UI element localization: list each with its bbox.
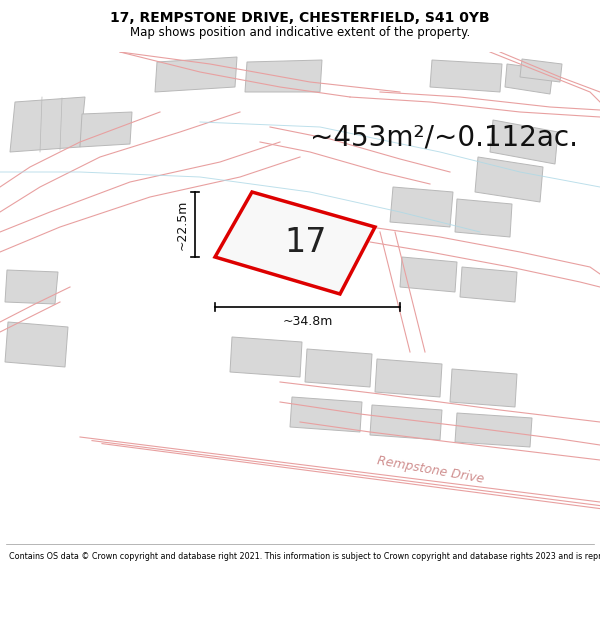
Polygon shape — [80, 112, 132, 147]
Polygon shape — [490, 120, 558, 164]
Text: Contains OS data © Crown copyright and database right 2021. This information is : Contains OS data © Crown copyright and d… — [9, 552, 600, 561]
Polygon shape — [290, 397, 362, 432]
Polygon shape — [375, 359, 442, 397]
Polygon shape — [505, 64, 553, 94]
Polygon shape — [245, 60, 322, 92]
Polygon shape — [155, 57, 237, 92]
Polygon shape — [390, 187, 453, 227]
Polygon shape — [460, 267, 517, 302]
Polygon shape — [10, 97, 85, 152]
Polygon shape — [430, 60, 502, 92]
Text: Map shows position and indicative extent of the property.: Map shows position and indicative extent… — [130, 26, 470, 39]
Text: Rempstone Drive: Rempstone Drive — [376, 454, 484, 486]
Text: ~34.8m: ~34.8m — [283, 315, 332, 328]
Polygon shape — [450, 369, 517, 407]
Polygon shape — [455, 199, 512, 237]
Polygon shape — [5, 322, 68, 367]
Polygon shape — [400, 257, 457, 292]
Polygon shape — [475, 157, 543, 202]
Polygon shape — [230, 337, 302, 377]
Polygon shape — [305, 349, 372, 387]
Polygon shape — [370, 405, 442, 440]
Text: ~22.5m: ~22.5m — [176, 199, 189, 249]
Text: 17: 17 — [284, 226, 327, 259]
Text: 17, REMPSTONE DRIVE, CHESTERFIELD, S41 0YB: 17, REMPSTONE DRIVE, CHESTERFIELD, S41 0… — [110, 11, 490, 26]
Text: ~453m²/~0.112ac.: ~453m²/~0.112ac. — [310, 123, 578, 151]
Polygon shape — [455, 413, 532, 447]
Polygon shape — [520, 59, 562, 82]
Polygon shape — [215, 192, 375, 294]
Polygon shape — [5, 270, 58, 304]
